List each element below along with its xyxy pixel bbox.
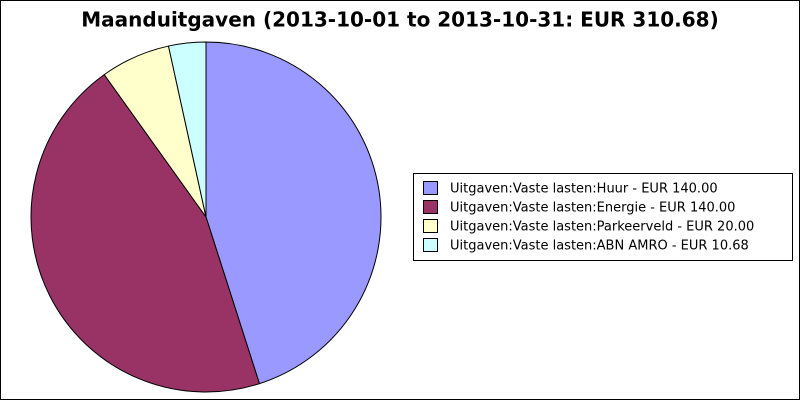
legend-label: Uitgaven:Vaste lasten:ABN AMRO - EUR 10.…	[450, 239, 749, 254]
pie-slice	[30, 73, 261, 393]
legend-swatch	[423, 219, 438, 233]
chart-title: Maanduitgaven (2013-10-01 to 2013-10-31:…	[81, 8, 719, 32]
pie-slice	[205, 41, 382, 385]
legend-label: Uitgaven:Vaste lasten:Parkeerveld - EUR …	[450, 220, 754, 235]
legend-swatch	[423, 181, 438, 195]
legend-swatch	[423, 200, 438, 214]
legend-box	[413, 173, 793, 261]
legend: Uitgaven:Vaste lasten:Huur - EUR 140.00 U…	[423, 181, 754, 254]
pie-slice	[167, 41, 207, 218]
pie	[30, 41, 382, 393]
legend-label: Uitgaven:Vaste lasten:Huur - EUR 140.00	[450, 182, 718, 197]
legend-swatch	[423, 238, 438, 252]
legend-label: Uitgaven:Vaste lasten:Energie - EUR 140.…	[450, 201, 735, 216]
